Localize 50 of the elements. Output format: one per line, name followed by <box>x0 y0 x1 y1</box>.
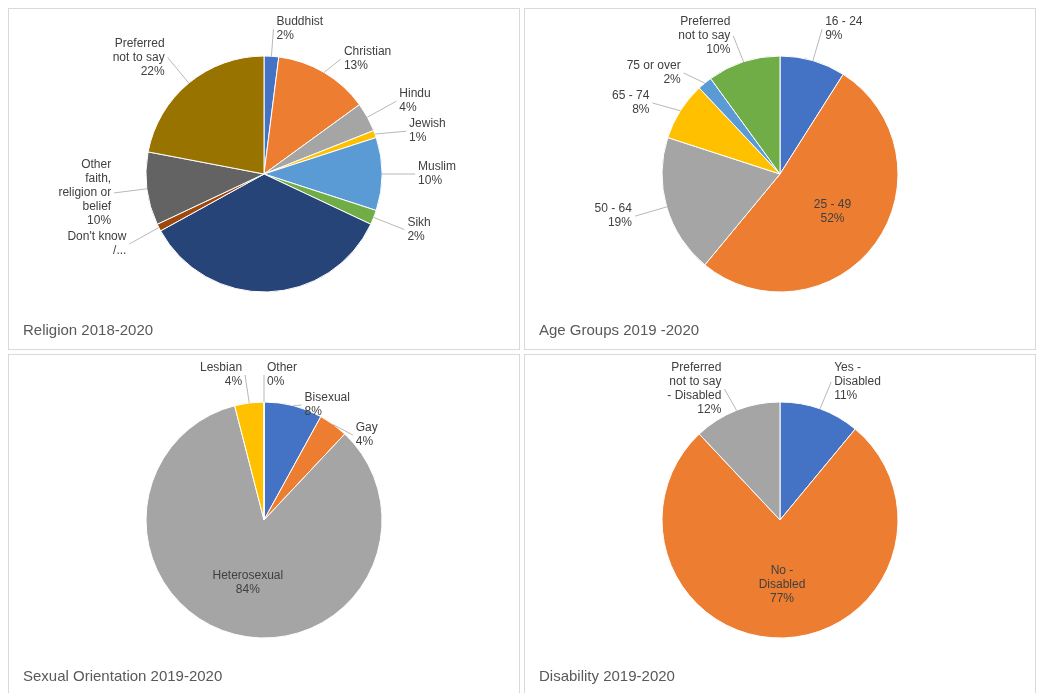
slice-label: Preferred not to say <box>678 14 731 43</box>
data-label: 10% <box>706 42 731 57</box>
data-label: 77% <box>770 591 795 606</box>
category-label: Other <box>267 360 298 375</box>
data-label: 2% <box>407 228 426 243</box>
slice-label: 65 - 74 <box>612 88 650 103</box>
slice-label: 50 - 64 <box>594 201 633 216</box>
slice-label: Yes - Disabled <box>834 360 881 389</box>
slice-label: Hindu <box>399 86 431 101</box>
slice-label: 25 - 49 <box>813 197 852 212</box>
text: Sexual Orientation 2019-2020 <box>23 667 223 684</box>
slice-label: Don't know /... <box>67 229 127 258</box>
slice-label: Other faith, religion or belief <box>58 157 112 214</box>
slice-label: Jewish <box>409 116 446 131</box>
slice-label: Sikh <box>407 214 431 229</box>
slice-label: Buddhist <box>276 14 324 29</box>
data-label: 9% <box>825 28 843 43</box>
data-label: 10% <box>418 173 443 188</box>
slice-label: No - Disabled <box>758 563 806 592</box>
slice-label: Preferred not to say <box>112 35 165 64</box>
slice-label: 75 or over <box>626 58 681 73</box>
data-label: 1% <box>409 130 427 145</box>
pie-slice <box>145 405 383 639</box>
data-label: 4% <box>355 434 374 449</box>
slice-label: Heterosexual <box>212 568 284 583</box>
slice-label: Christian <box>343 44 392 59</box>
data-label: 4% <box>399 100 418 115</box>
slice-label: Muslim <box>418 159 457 174</box>
data-label: 2% <box>276 28 295 43</box>
data-label: 11% <box>834 388 858 403</box>
data-label: 12% <box>697 402 722 417</box>
slice-label: Preferred not to say - Disabled <box>667 360 722 403</box>
data-label: 52% <box>820 211 845 226</box>
slice-label: Gay <box>355 420 378 435</box>
slice-label: 16 - 24 <box>825 14 863 29</box>
data-label: 4% <box>224 374 243 389</box>
data-label: 10% <box>87 213 112 228</box>
data-label: 8% <box>304 404 323 419</box>
data-label: 84% <box>235 582 261 597</box>
data-label: 13% <box>343 58 369 73</box>
data-label: 2% <box>663 72 682 87</box>
text: Age Groups 2019 -2020 <box>539 321 700 338</box>
slice-label: Lesbian <box>200 360 243 375</box>
text: 0% <box>267 374 285 389</box>
text: Disability 2019-2020 <box>539 667 675 684</box>
data-label: 8% <box>632 102 650 117</box>
data-label: 22% <box>140 63 166 78</box>
text: Religion 2018-2020 <box>23 321 154 338</box>
data-label: 19% <box>607 215 633 230</box>
slice-label: Bisexual <box>304 390 350 405</box>
